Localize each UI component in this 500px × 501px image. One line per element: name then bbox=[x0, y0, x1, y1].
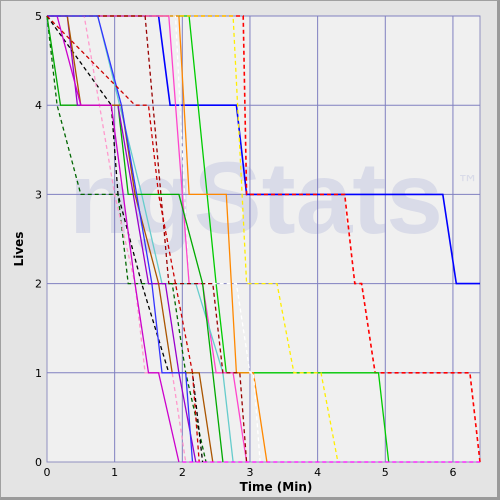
x-tick-label: 3 bbox=[246, 466, 253, 479]
series-line-11 bbox=[46, 15, 224, 463]
series-line-5 bbox=[47, 15, 268, 463]
x-tick-label: 2 bbox=[179, 466, 186, 479]
series-line-14 bbox=[47, 15, 214, 463]
series-line-2 bbox=[47, 15, 481, 463]
plot-area bbox=[46, 15, 481, 463]
y-tick-label: 3 bbox=[35, 188, 42, 201]
x-tick-label: 6 bbox=[449, 466, 456, 479]
series-lines bbox=[46, 15, 481, 463]
tick-labels: 0 1 2 3 4 5 6 0 1 2 3 4 5 bbox=[35, 10, 456, 479]
series-line-16 bbox=[47, 15, 180, 463]
series-line-10 bbox=[46, 15, 207, 463]
watermark-tm: ™ bbox=[457, 172, 479, 197]
series-line-17 bbox=[47, 15, 194, 463]
x-tick-label: 1 bbox=[111, 466, 118, 479]
y-tick-label: 2 bbox=[35, 278, 42, 291]
y-tick-label: 0 bbox=[35, 456, 42, 469]
x-axis-label: Time (Min) bbox=[240, 480, 313, 494]
y-tick-label: 5 bbox=[35, 10, 42, 23]
x-tick-label: 4 bbox=[314, 466, 321, 479]
y-tick-label: 1 bbox=[35, 367, 42, 380]
x-tick-label: 0 bbox=[44, 466, 51, 479]
series-line-9 bbox=[47, 15, 248, 463]
series-line-1 bbox=[47, 15, 480, 285]
y-axis-label: Lives bbox=[12, 232, 26, 267]
series-line-6 bbox=[47, 15, 261, 463]
series-line-4 bbox=[47, 15, 339, 463]
y-tick-label: 4 bbox=[35, 99, 42, 112]
x-tick-label: 5 bbox=[382, 466, 389, 479]
